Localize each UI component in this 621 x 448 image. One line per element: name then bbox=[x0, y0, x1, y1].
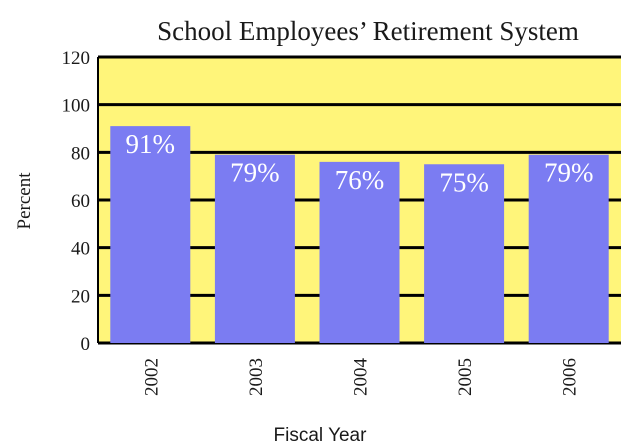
y-tick-label: 20 bbox=[71, 286, 90, 307]
x-tick-label: 2006 bbox=[560, 358, 581, 396]
y-axis-ticks: 0 20 40 60 80 100 120 bbox=[62, 48, 91, 355]
y-tick-label: 0 bbox=[81, 334, 91, 355]
data-label: 79% bbox=[544, 158, 594, 188]
y-tick-label: 40 bbox=[71, 239, 90, 260]
bar-2002 bbox=[110, 126, 191, 343]
y-tick-label: 120 bbox=[62, 48, 91, 69]
x-tick-label: 2005 bbox=[455, 358, 476, 396]
data-label: 79% bbox=[230, 158, 280, 188]
x-tick-label: 2003 bbox=[246, 358, 267, 396]
bar-2005 bbox=[424, 164, 505, 343]
x-tick-label: 2004 bbox=[351, 358, 372, 397]
x-axis-ticks: 2002 2003 2004 2005 2006 bbox=[141, 358, 580, 397]
y-axis-label: Percent bbox=[14, 172, 35, 230]
data-label: 75% bbox=[439, 167, 489, 197]
y-tick-label: 60 bbox=[71, 191, 90, 212]
data-labels: 91% 79% 76% 75% 79% bbox=[126, 129, 594, 197]
x-tick-label: 2002 bbox=[141, 358, 162, 396]
bar-2006 bbox=[528, 154, 609, 343]
data-label: 76% bbox=[335, 165, 385, 195]
bars bbox=[110, 126, 609, 343]
chart-title: School Employees’ Retirement System bbox=[157, 16, 579, 46]
bar-2004 bbox=[319, 161, 400, 343]
y-tick-label: 100 bbox=[62, 96, 91, 117]
bar-2003 bbox=[214, 154, 295, 343]
data-label: 91% bbox=[126, 129, 176, 159]
y-tick-label: 80 bbox=[71, 143, 90, 164]
x-axis-label: Fiscal Year bbox=[274, 425, 368, 446]
